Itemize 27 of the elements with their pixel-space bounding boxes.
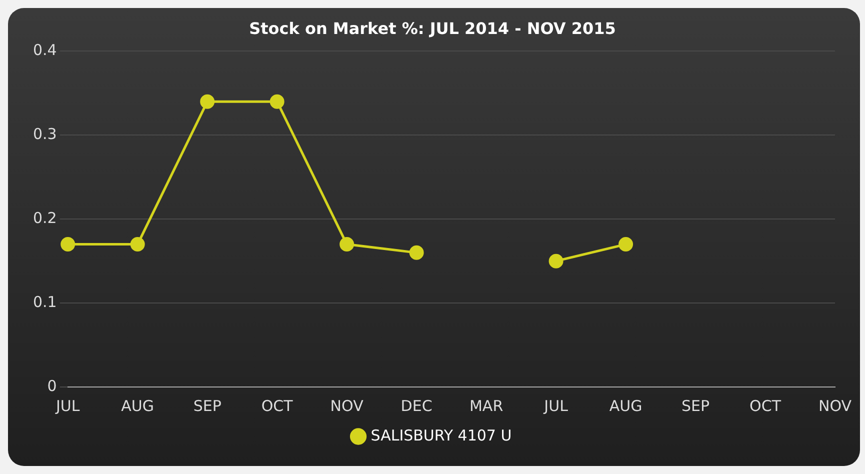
point (340, 237, 354, 252)
point (270, 94, 284, 109)
x-tick-label: OCT (750, 396, 782, 415)
point (60, 237, 76, 252)
y-tick-label: 0.3 (32, 125, 57, 144)
x-tick-label: OCT (261, 396, 294, 415)
x-tick-label: SEP (193, 396, 222, 415)
x-tick-label: AUG (121, 396, 154, 415)
point (409, 245, 424, 260)
y-tick-label: 0.4 (32, 41, 57, 60)
point (200, 94, 215, 109)
y-tick-label: 0.1 (32, 292, 57, 311)
point (130, 237, 145, 252)
legend-label: SALISBURY 4107 U (370, 426, 512, 444)
x-tick-label: JUL (54, 396, 80, 415)
x-tick-label: SEP (681, 396, 710, 415)
point (618, 237, 634, 252)
y-tick-label: 0 (47, 376, 57, 395)
point (548, 254, 564, 268)
x-tick-label: NOV (330, 396, 364, 415)
x-tick-label: JUL (543, 396, 569, 415)
x-tick-label: NOV (818, 396, 852, 415)
x-tick-label: AUG (609, 396, 642, 415)
x-tick-label: DEC (400, 396, 432, 415)
y-tick-label: 0.2 (32, 208, 57, 227)
x-tick-label: MAR (469, 396, 504, 415)
chart-title: Stock on Market %: JUL 2014 - NOV 2015 (249, 18, 616, 38)
